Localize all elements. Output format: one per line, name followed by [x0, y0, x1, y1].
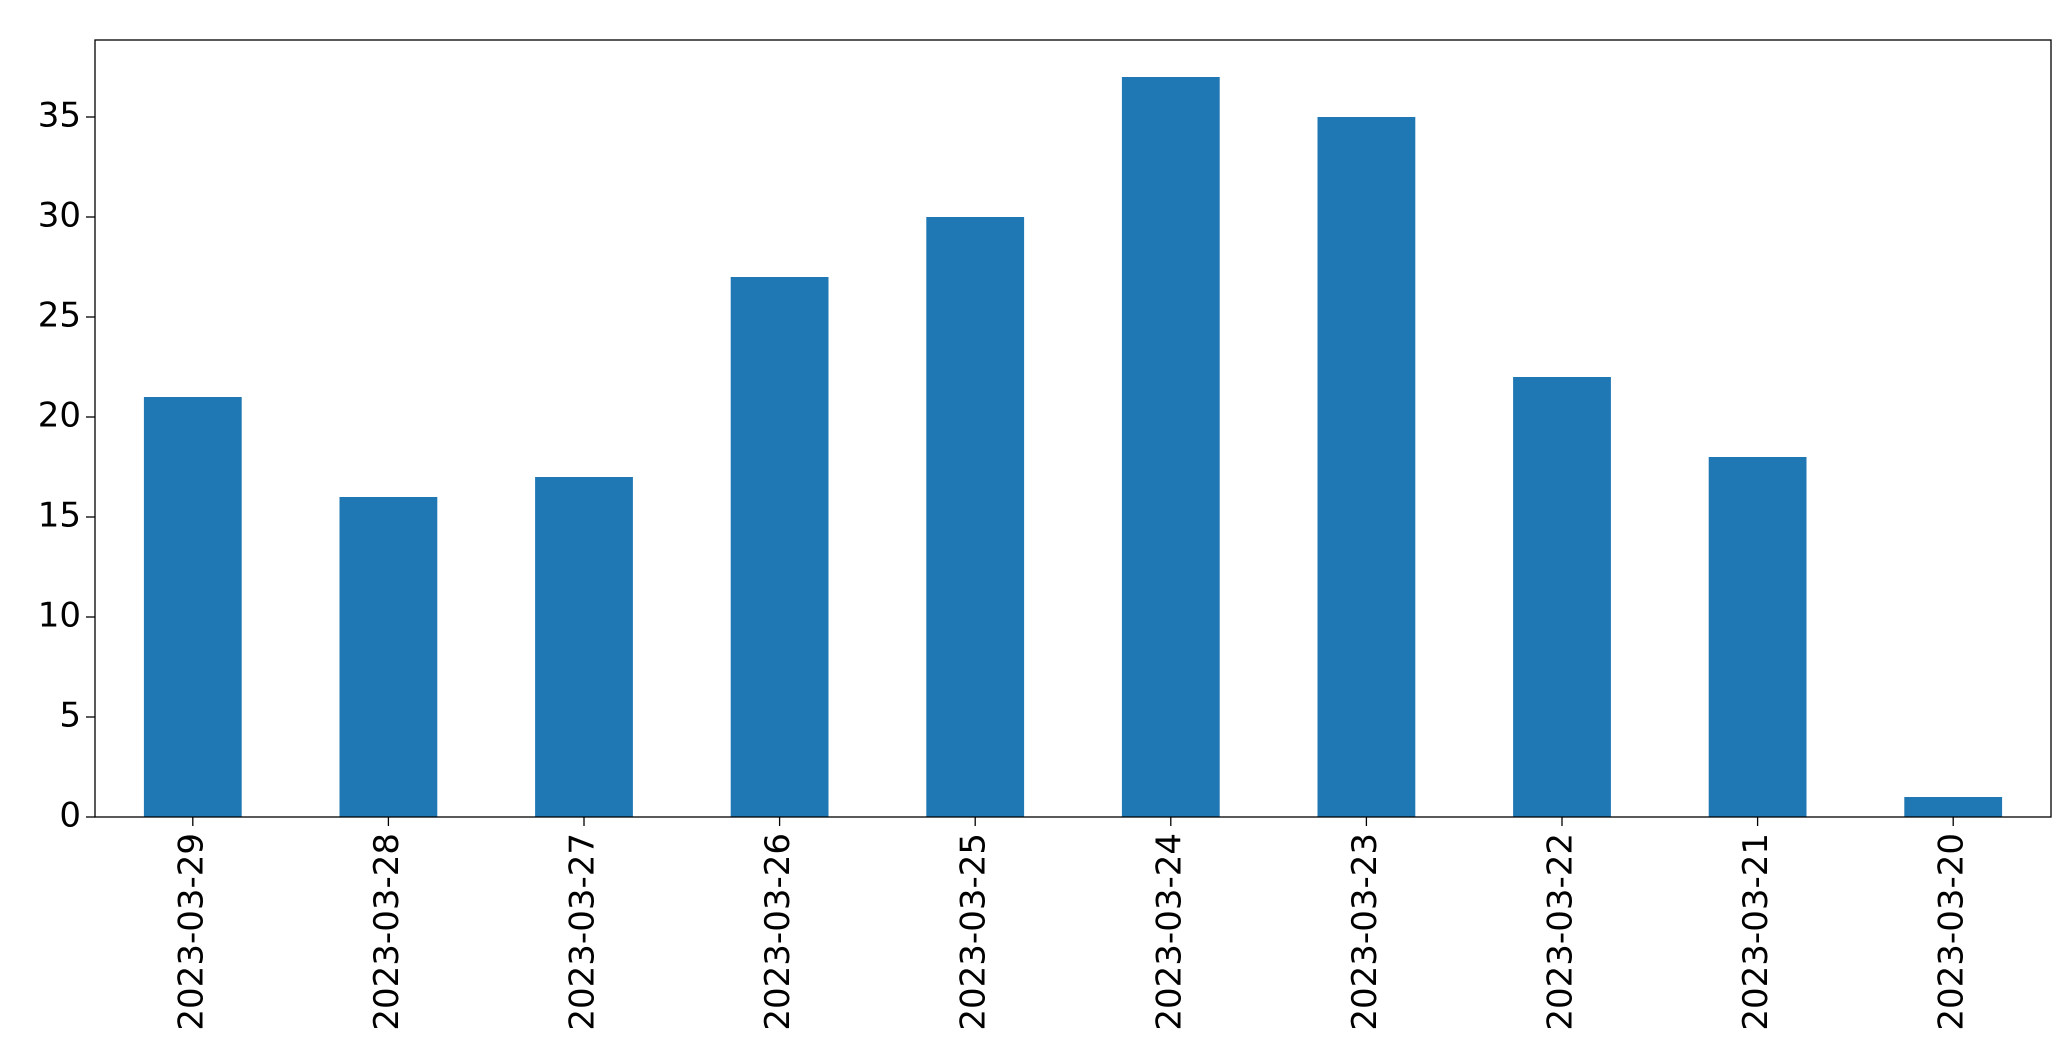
bar — [535, 477, 633, 817]
bar — [1904, 797, 2003, 817]
x-tick-label: 2023-03-26 — [758, 833, 798, 1031]
x-tick-label: 2023-03-21 — [1736, 833, 1776, 1031]
y-tick-label: 15 — [38, 496, 81, 536]
y-tick-label: 10 — [38, 596, 81, 636]
bar — [1121, 77, 1220, 817]
x-tick-label: 2023-03-23 — [1345, 833, 1385, 1031]
x-tick-label: 2023-03-27 — [563, 833, 603, 1031]
x-tick-label: 2023-03-22 — [1541, 833, 1581, 1031]
y-tick-label: 5 — [59, 696, 81, 736]
x-tick-label: 2023-03-20 — [1932, 833, 1972, 1031]
y-tick-label: 35 — [38, 96, 81, 136]
bar — [1317, 117, 1416, 817]
x-tick-label: 2023-03-29 — [171, 833, 211, 1031]
y-tick-label: 30 — [38, 196, 81, 236]
y-tick-label: 25 — [38, 296, 81, 336]
x-tick-label: 2023-03-28 — [367, 833, 407, 1031]
plot-frame — [94, 39, 2052, 818]
bar — [1513, 377, 1611, 817]
bar — [339, 497, 438, 817]
bar — [730, 277, 829, 817]
y-tick-label: 0 — [59, 796, 81, 836]
bar — [143, 397, 242, 817]
bar — [1708, 457, 1807, 817]
y-tick-label: 20 — [38, 396, 81, 436]
bar — [926, 217, 1025, 817]
x-tick-label: 2023-03-24 — [1149, 833, 1189, 1031]
x-tick-label: 2023-03-25 — [954, 833, 994, 1031]
